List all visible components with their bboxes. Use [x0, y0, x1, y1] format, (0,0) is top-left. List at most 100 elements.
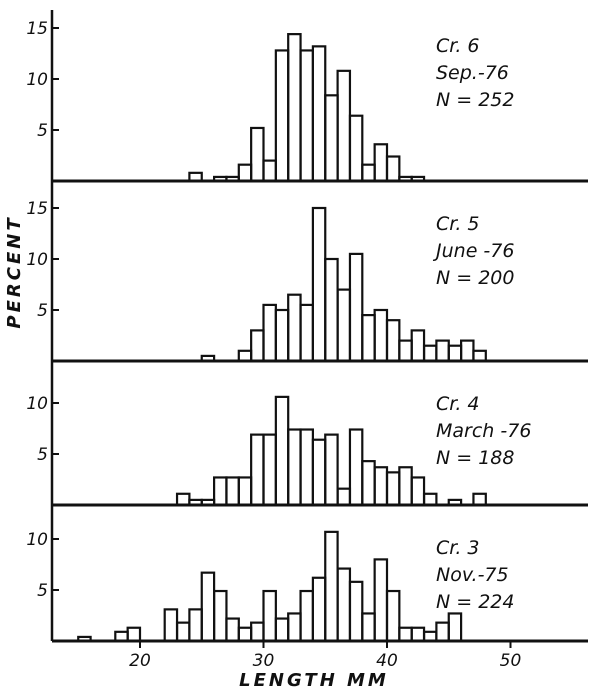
- panel-label-line: June -76: [432, 240, 514, 262]
- histogram-bar: [237, 349, 253, 363]
- histogram-bar: [422, 344, 438, 363]
- histogram-bar: [324, 433, 339, 507]
- histogram-bar: [336, 288, 352, 363]
- panel-label-line: N = 252: [436, 89, 514, 111]
- histogram-bar: [77, 635, 92, 643]
- histogram-bar: [460, 339, 475, 363]
- histogram-bar: [373, 143, 389, 183]
- panel-label-line: Cr. 5: [436, 213, 480, 235]
- histogram-bar: [126, 626, 142, 643]
- histogram-bar: [188, 608, 203, 643]
- histogram-bar: [299, 428, 314, 507]
- histogram-bar: [348, 428, 364, 507]
- histogram-bar: [336, 69, 352, 183]
- histogram-bar: [237, 626, 253, 643]
- panel-label-line: Cr. 3: [436, 537, 480, 559]
- y-tick-label: 15: [26, 19, 48, 39]
- panel-label-line: N = 200: [436, 267, 514, 289]
- x-tick-label: 30: [253, 651, 275, 671]
- histogram-bar: [200, 354, 216, 363]
- histogram-bar: [361, 163, 376, 183]
- histogram-bar: [447, 498, 463, 507]
- x-tick-label: 50: [500, 651, 522, 671]
- histogram-bar: [324, 94, 339, 183]
- x-axis: 20 30 40 50: [129, 641, 521, 671]
- histogram-bar: [410, 329, 426, 363]
- histogram-bar: [225, 476, 240, 507]
- histogram-bar: [435, 339, 450, 363]
- histogram-bar: [213, 175, 228, 183]
- histogram-bar: [336, 487, 352, 507]
- histogram-bars: [175, 395, 487, 507]
- histogram-bar: [361, 460, 376, 507]
- panel-label-line: Cr. 6: [436, 35, 480, 57]
- panel-label-line: Sep.-76: [436, 62, 509, 84]
- panel-2: 5 10 15 Cr. 5 June -76 N = 200: [26, 199, 588, 363]
- histogram-bar: [435, 621, 450, 643]
- histogram-bar: [398, 175, 413, 183]
- histogram-bar: [410, 175, 426, 183]
- panel-label-line: N = 188: [436, 447, 514, 469]
- y-tick-label: 10: [26, 250, 48, 270]
- histogram-bar: [274, 49, 290, 183]
- histogram-bar: [299, 589, 314, 643]
- histogram-bar: [274, 395, 290, 507]
- histogram-bar: [348, 114, 364, 183]
- histogram-bar: [385, 155, 401, 183]
- histogram-bar: [385, 319, 401, 363]
- y-tick-label: 15: [26, 199, 48, 219]
- histogram-bar: [422, 492, 438, 507]
- histogram-bar: [299, 303, 314, 363]
- histogram-bars: [188, 33, 426, 183]
- histogram-bar: [348, 252, 364, 363]
- x-axis-title: LENGTH MM: [239, 670, 389, 691]
- histogram-bar: [262, 589, 277, 643]
- histogram-bar: [225, 175, 240, 183]
- histogram-bar: [373, 466, 389, 507]
- histogram-bar: [373, 558, 389, 643]
- panel-label-line: March -76: [436, 420, 531, 442]
- y-axis-title: PERCENT: [4, 215, 25, 328]
- y-tick-label: 5: [37, 581, 48, 601]
- y-tick-label: 5: [37, 301, 48, 321]
- histogram-bar: [324, 257, 339, 363]
- histogram-bar: [361, 612, 376, 643]
- histogram-bar: [250, 126, 265, 183]
- histogram-bar: [324, 530, 339, 643]
- histogram-bar: [472, 492, 487, 507]
- histogram-bar: [262, 303, 277, 363]
- histogram-bar: [410, 626, 426, 643]
- x-tick-label: 20: [129, 651, 151, 671]
- histogram-bar: [385, 471, 401, 507]
- histogram-bar: [237, 163, 253, 183]
- histogram-bars: [200, 206, 487, 363]
- y-tick-label: 5: [37, 121, 48, 141]
- histogram-bar: [299, 49, 314, 183]
- histogram-bar: [348, 580, 364, 643]
- histogram-bar: [175, 621, 191, 643]
- histogram-bar: [262, 159, 277, 183]
- histogram-bar: [287, 428, 302, 507]
- histogram-bar: [188, 171, 203, 183]
- histogram-bar: [336, 567, 352, 643]
- histogram-bar: [213, 476, 228, 507]
- histogram-bar: [398, 466, 413, 507]
- histogram-bar: [447, 344, 463, 363]
- panel-3: 5 10 Cr. 4 March -76 N = 188: [26, 393, 588, 507]
- histogram-bar: [287, 33, 302, 183]
- histogram-bar: [188, 498, 203, 507]
- histogram-bar: [447, 612, 463, 643]
- histogram-bar: [311, 206, 327, 363]
- histogram-bar: [311, 45, 327, 183]
- panel-label-line: N = 224: [436, 591, 514, 613]
- histogram-bar: [410, 476, 426, 507]
- y-tick-label: 10: [26, 530, 48, 550]
- y-tick-label: 10: [26, 394, 48, 414]
- histogram-bar: [200, 571, 216, 643]
- panel-4: 5 10 Cr. 3 Nov.-75 N = 224: [26, 530, 588, 643]
- histogram-bar: [225, 617, 240, 643]
- histogram-bar: [250, 329, 265, 363]
- histogram-bar: [250, 621, 265, 643]
- histogram-bar: [287, 612, 302, 643]
